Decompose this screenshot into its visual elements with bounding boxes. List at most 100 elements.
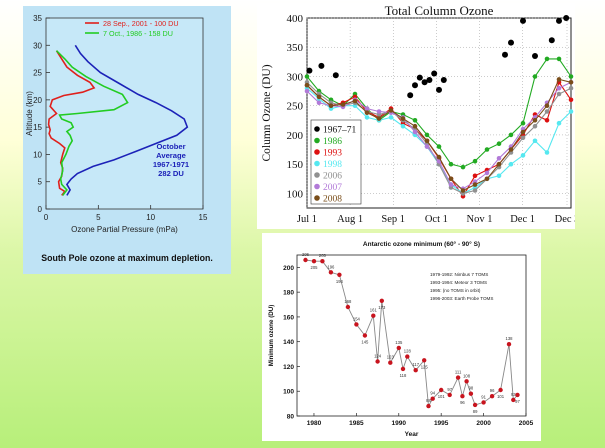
- data-point: [303, 257, 308, 263]
- data-point-2006: [556, 91, 562, 97]
- data-point: [422, 358, 427, 363]
- x-tick-label: Dec 1: [510, 214, 535, 225]
- data-point-2007: [376, 109, 382, 114]
- data-point: [396, 345, 401, 351]
- ozone-profile-chart: 0 5 10 15 0 5 10 15 20 25 30 35 Ozone Partial Pressu…: [25, 14, 213, 263]
- legend-line: 1996-2003: Earth Probe TOMS: [430, 296, 493, 301]
- legend-marker: [314, 149, 320, 155]
- y-tick-label: 140: [283, 339, 294, 346]
- data-point-2007: [364, 106, 370, 111]
- legend-line: 1993-1994: Meteor 3 TOMS: [430, 280, 487, 285]
- data-point-1986: [472, 158, 478, 164]
- data-point-1967–71: [532, 53, 538, 59]
- data-point-2007: [448, 182, 454, 187]
- legend-marker: [314, 137, 320, 144]
- data-label: 135: [395, 340, 403, 345]
- column-ozone-panel: Total Column Ozone 100 150 200 250 300 350 400 J…: [257, 3, 579, 229]
- data-point-2008: [388, 108, 394, 113]
- y-axis-label: Column Ozone (DU): [261, 64, 273, 161]
- data-point-1986: [460, 164, 466, 170]
- data-point-1967–71: [421, 79, 428, 86]
- data-label: 196: [327, 264, 335, 269]
- caption: South Pole ozone at maximum depletion.: [41, 253, 213, 263]
- y-axis-label: Altitude (km): [25, 91, 34, 136]
- y-tick-label: 30: [33, 41, 42, 50]
- data-label: 168: [344, 299, 352, 304]
- y-tick-label: 100: [287, 188, 304, 200]
- data-point-1998: [496, 173, 502, 179]
- legend-marker: [314, 126, 320, 132]
- data-point-1986: [544, 56, 550, 62]
- ozone-profile-panel: 0 5 10 15 0 5 10 15 20 25 30 35 Ozone Partial Pressu…: [23, 6, 231, 274]
- chart-title: Antarctic ozone minimum (60° - 90° S): [363, 240, 480, 248]
- data-point: [405, 354, 410, 359]
- data-point-1986: [412, 118, 418, 123]
- ozone-minimum-panel: Antarctic ozone minimum (60° - 90° S) 80 1…: [262, 233, 541, 441]
- data-point-1998: [568, 109, 574, 114]
- data-point-2008: [556, 77, 562, 82]
- data-point: [320, 259, 325, 264]
- data-label: 89: [473, 409, 478, 414]
- data-point-2008: [364, 110, 370, 115]
- data-label: 118: [400, 373, 407, 378]
- x-axis-label: Year: [405, 431, 419, 438]
- data-point-1998: [556, 120, 562, 126]
- data-point-1967–71: [426, 77, 433, 83]
- data-point: [481, 400, 486, 405]
- data-point-2008: [412, 123, 418, 129]
- legend-marker: [314, 183, 320, 190]
- data-point-2007: [496, 156, 502, 161]
- data-point-2007: [304, 88, 310, 94]
- x-tick-label: Jul 1: [297, 214, 317, 225]
- data-point-1967–71: [548, 37, 555, 44]
- data-label: 206: [302, 252, 310, 257]
- legend-label: 1993: [323, 149, 342, 159]
- legend-label: 1967–71: [323, 126, 357, 136]
- data-point-1967–71: [520, 17, 526, 24]
- data-point-1967–71: [502, 51, 508, 58]
- x-tick-label: 15: [199, 213, 208, 222]
- data-point-2007: [412, 129, 418, 135]
- y-tick-label: 200: [283, 265, 294, 272]
- data-point-1986: [532, 74, 538, 79]
- y-tick-label: 15: [33, 123, 42, 132]
- data-point-1993: [472, 173, 478, 179]
- data-label: 194: [336, 279, 344, 284]
- data-point: [413, 368, 418, 373]
- data-label: 124: [374, 354, 382, 359]
- data-point: [337, 272, 342, 277]
- legend-line: 1979-1992: Nimbus 7 TOMS: [430, 272, 488, 277]
- x-tick-label: Dec 3: [555, 214, 575, 225]
- data-point-2006: [472, 188, 478, 193]
- y-tick-label: 35: [33, 14, 42, 23]
- x-tick-label: 0: [44, 213, 49, 222]
- annotation-line: 282 DU: [158, 169, 184, 178]
- annotation-line: Average: [156, 151, 186, 160]
- data-point-2008: [532, 118, 538, 123]
- legend-label-2: 7 Oct., 1986 - 158 DU: [103, 29, 173, 38]
- legend-label-1: 28 Sep., 2001 - 100 DU: [103, 19, 179, 28]
- data-point-2008: [400, 116, 406, 121]
- y-tick-label: 80: [287, 414, 295, 421]
- y-tick-label: 0: [38, 205, 43, 214]
- data-point-2008: [376, 116, 382, 121]
- data-point-1967–71: [508, 39, 514, 46]
- x-tick-label: 10: [146, 213, 155, 222]
- data-point-1998: [544, 150, 550, 155]
- data-point: [311, 259, 317, 264]
- data-point-1998: [388, 115, 394, 120]
- data-point-2008: [496, 161, 502, 167]
- y-tick-label: 100: [283, 389, 294, 396]
- data-point: [400, 366, 406, 372]
- data-label: 117: [412, 362, 419, 367]
- data-point-1967–71: [440, 77, 447, 83]
- data-label: 108: [463, 373, 471, 378]
- data-point-2008: [328, 103, 334, 108]
- data-point-2008: [520, 129, 526, 135]
- data-point: [455, 375, 461, 380]
- y-tick-label: 300: [287, 71, 304, 83]
- legend-label: 1986: [323, 137, 342, 147]
- x-tick-label: 1995: [434, 420, 449, 427]
- series-line-2: [55, 50, 129, 196]
- x-tick-label: 5: [96, 213, 101, 222]
